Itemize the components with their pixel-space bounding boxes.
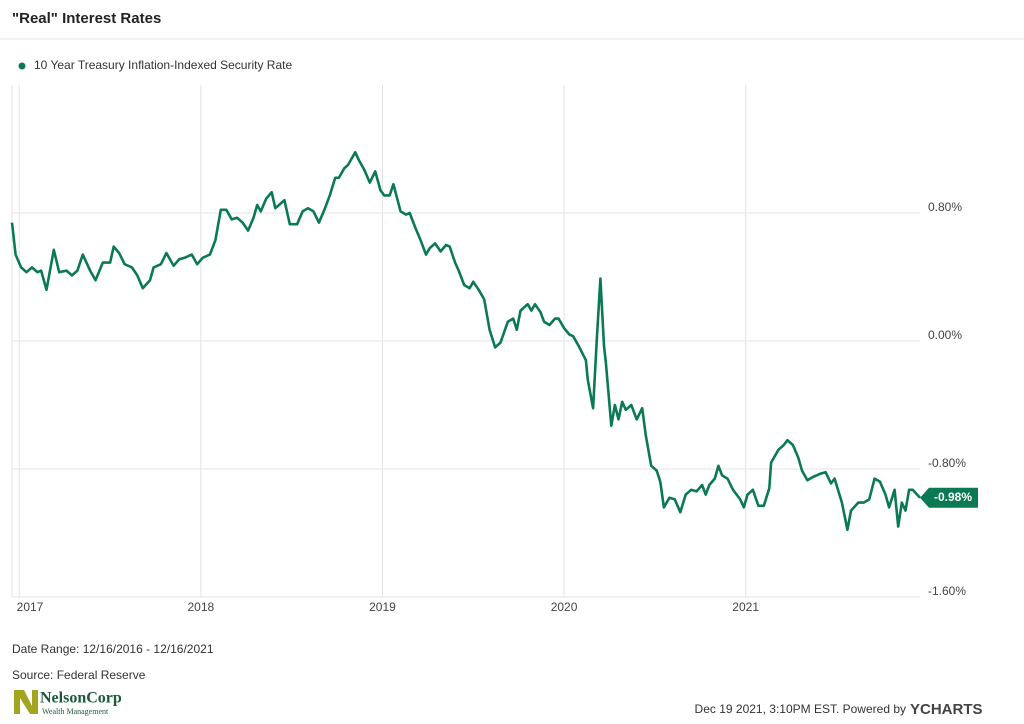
- x-tick-label: 2021: [732, 600, 759, 614]
- logo-name: NelsonCorp: [40, 690, 122, 707]
- y-tick-label: -1.60%: [928, 584, 966, 598]
- y-tick-label: 0.00%: [928, 328, 962, 342]
- logo-subtitle: Wealth Management: [42, 707, 109, 716]
- x-tick-label: 2017: [17, 600, 44, 614]
- chart-title: "Real" Interest Rates: [12, 10, 161, 27]
- y-tick-label: -0.80%: [928, 456, 966, 470]
- x-tick-label: 2020: [551, 600, 578, 614]
- last-value-label: -0.98%: [934, 490, 972, 504]
- y-tick-label: 0.80%: [928, 200, 962, 214]
- date-range: Date Range: 12/16/2016 - 12/16/2021: [12, 642, 214, 656]
- x-tick-label: 2018: [188, 600, 215, 614]
- x-tick-label: 2019: [369, 600, 396, 614]
- last-value-tag: [920, 487, 978, 508]
- source: Source: Federal Reserve: [12, 668, 146, 682]
- data-line: [10, 150, 921, 532]
- logo-mark: [14, 690, 38, 714]
- legend-label: 10 Year Treasury Inflation-Indexed Secur…: [34, 58, 292, 72]
- legend-marker: [18, 62, 26, 70]
- timestamp: Dec 19 2021, 3:10PM EST. Powered by: [695, 702, 906, 716]
- brand: YCHARTS: [910, 701, 983, 718]
